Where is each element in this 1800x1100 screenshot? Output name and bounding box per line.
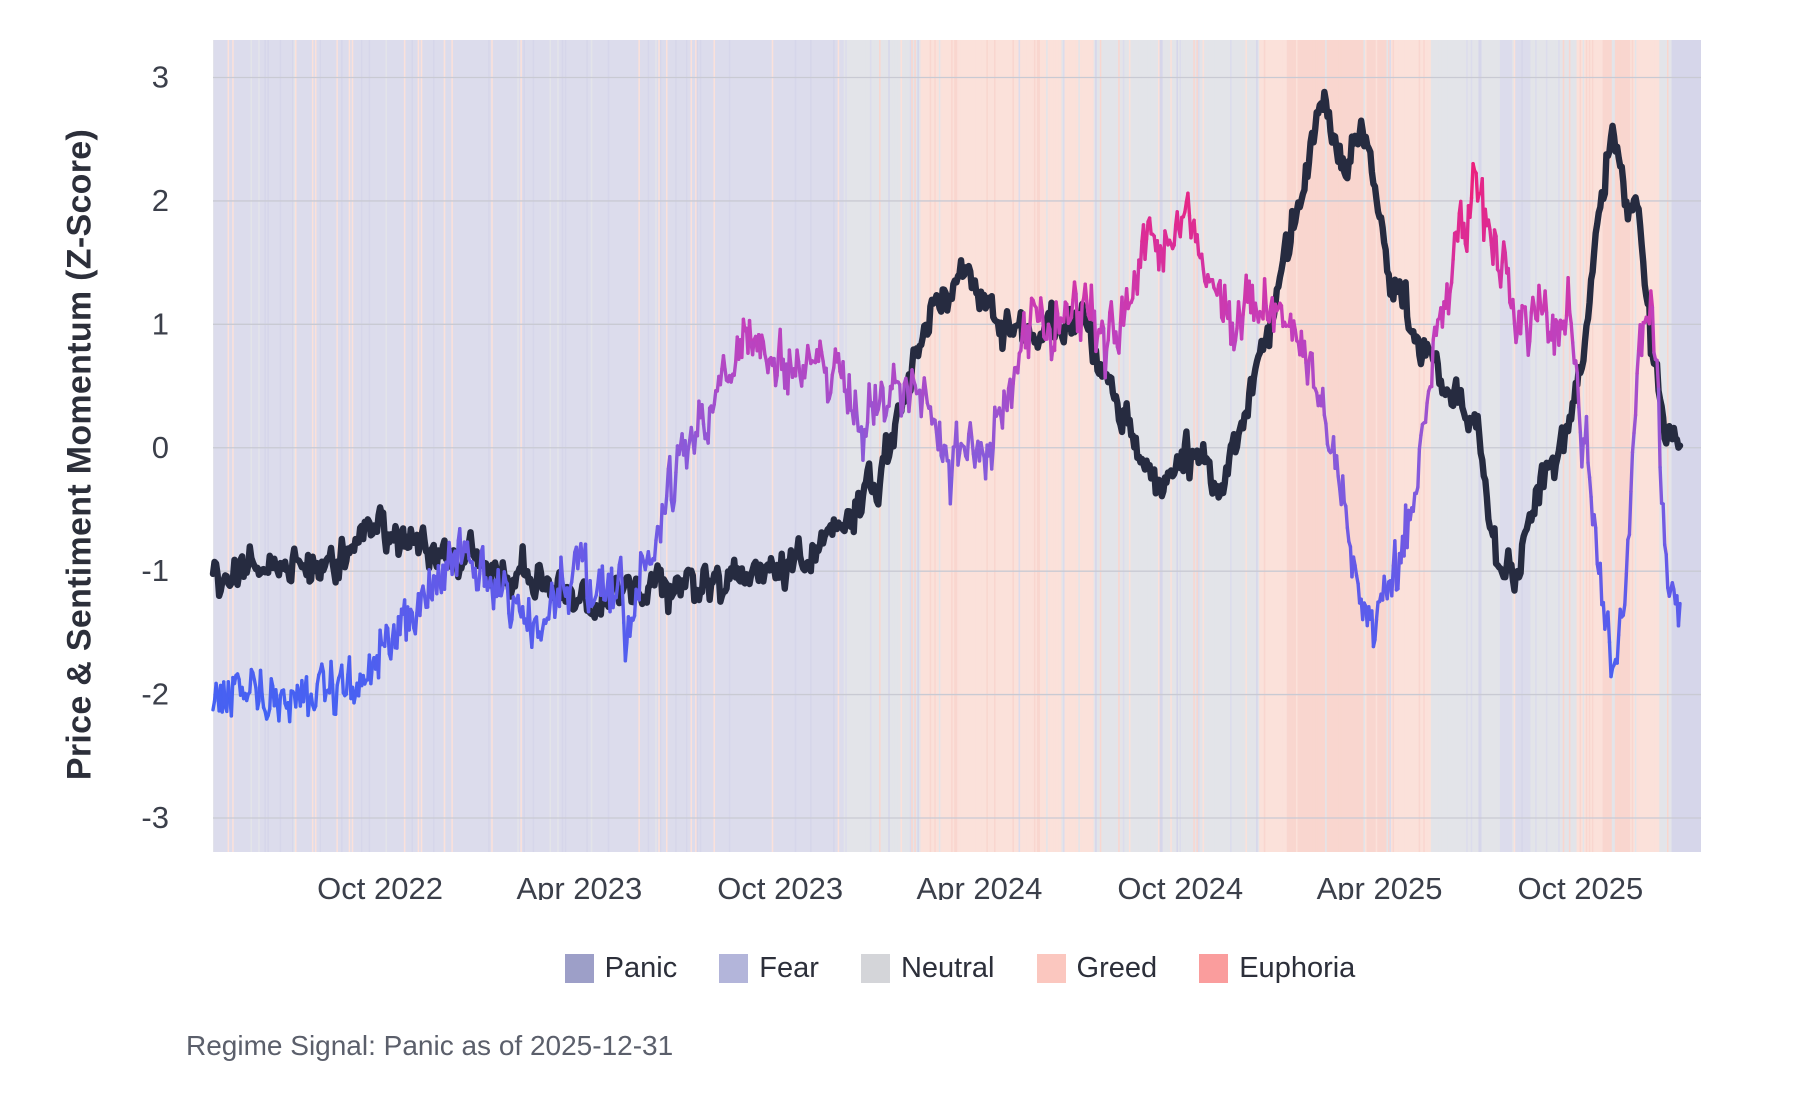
svg-text:Oct 2024: Oct 2024 <box>1117 871 1243 900</box>
svg-text:1: 1 <box>152 306 169 341</box>
svg-text:Oct 2023: Oct 2023 <box>717 871 843 900</box>
svg-text:Apr 2024: Apr 2024 <box>917 871 1043 900</box>
svg-text:3: 3 <box>152 60 169 95</box>
svg-text:Apr 2025: Apr 2025 <box>1317 871 1443 900</box>
svg-text:-2: -2 <box>141 677 169 712</box>
svg-text:-1: -1 <box>141 553 169 588</box>
svg-text:2: 2 <box>152 183 169 218</box>
svg-text:Apr 2023: Apr 2023 <box>516 871 642 900</box>
svg-text:Oct 2025: Oct 2025 <box>1517 871 1643 900</box>
svg-text:Oct 2022: Oct 2022 <box>317 871 443 900</box>
svg-text:0: 0 <box>152 430 169 465</box>
svg-text:-3: -3 <box>141 800 169 835</box>
